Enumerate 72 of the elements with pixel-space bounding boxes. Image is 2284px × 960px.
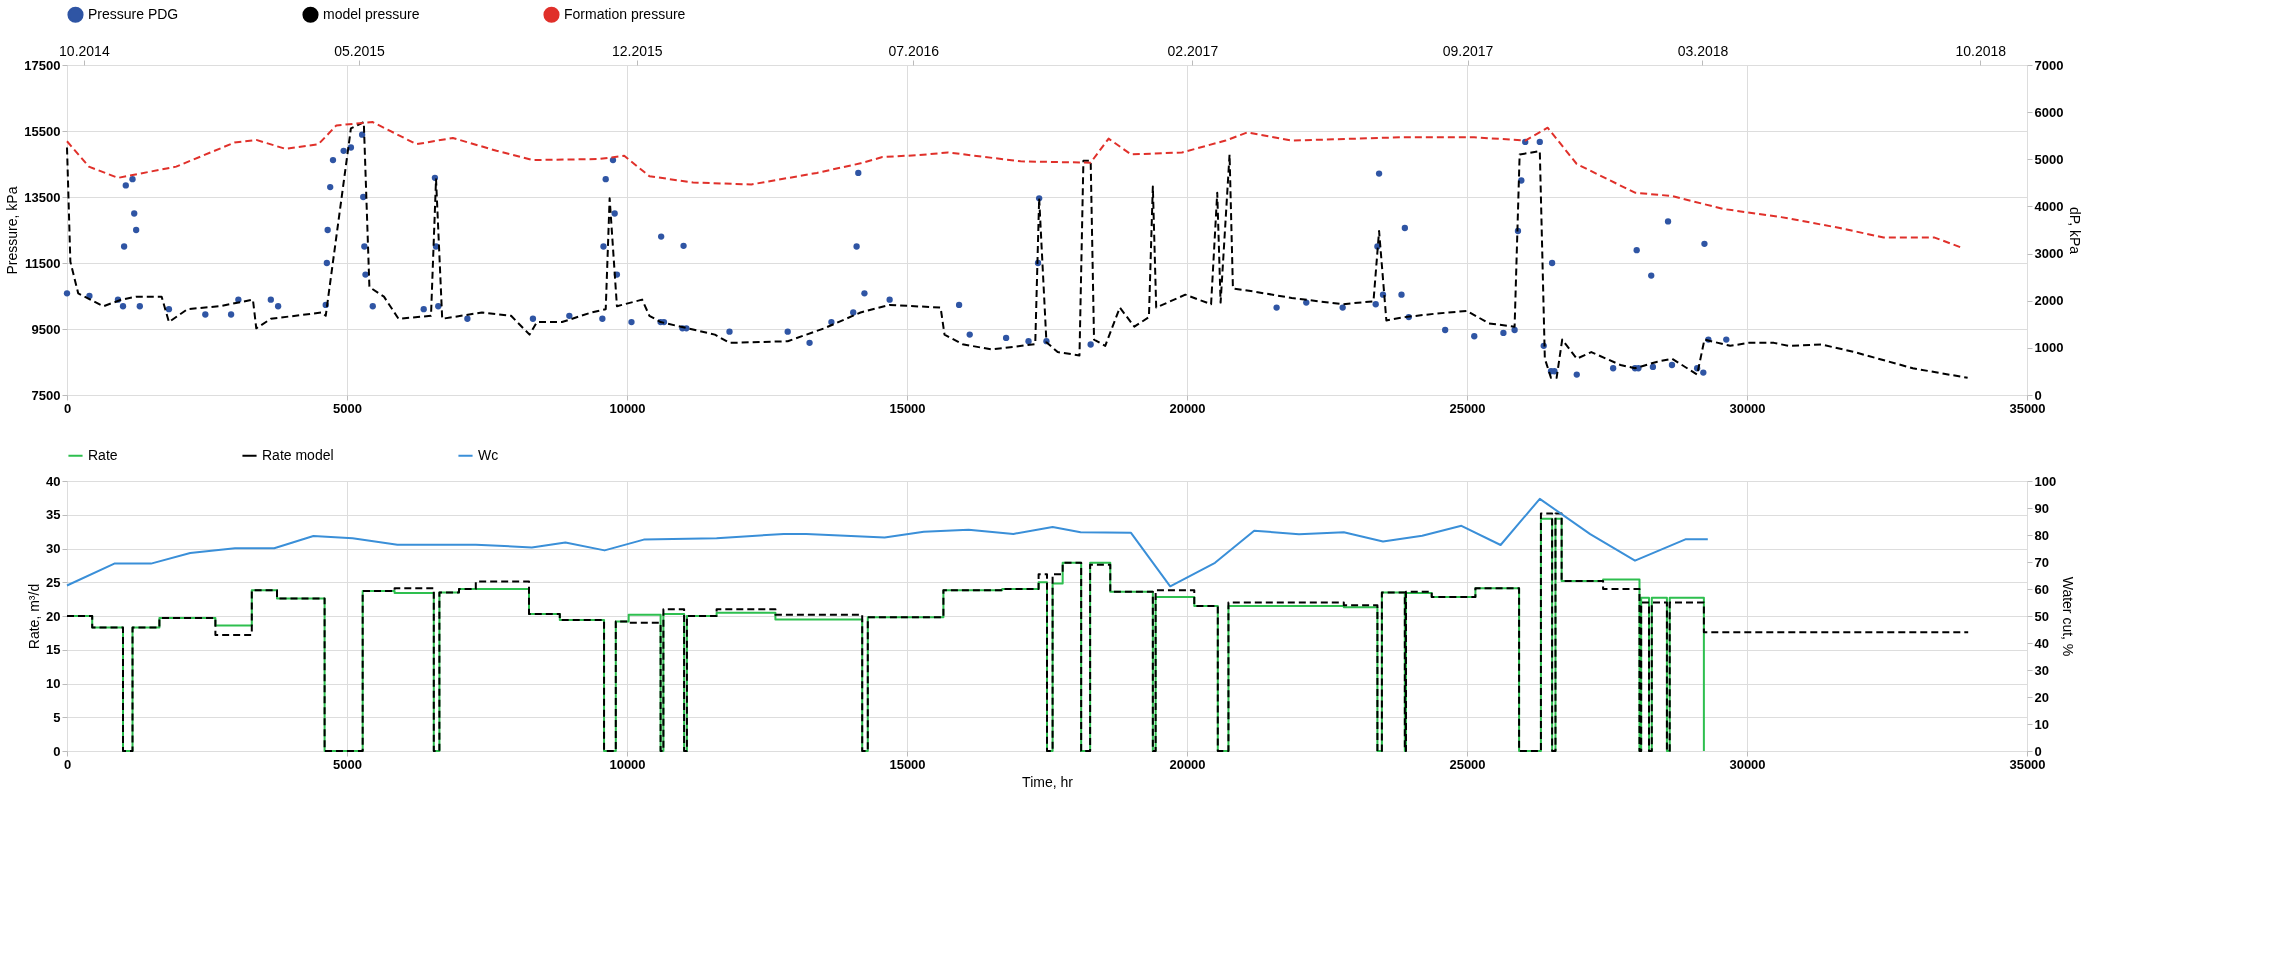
y-tick-label: 9500 (31, 321, 61, 337)
x-tick-label: 20000 (1169, 756, 1206, 772)
y2-tick-label: 4000 (2034, 198, 2064, 214)
legend-label: Rate (88, 446, 118, 463)
y2-tick-label: 80 (2034, 527, 2049, 543)
y2-tick-label: 100 (2034, 473, 2057, 489)
y-tick-label: 17500 (24, 57, 61, 73)
y-tick-label: 30 (46, 541, 61, 556)
y-tick-label: 15500 (24, 123, 61, 139)
x2-tick-label: 12.2015 (612, 42, 663, 59)
legend-label: Wc (478, 446, 499, 463)
legend-label: Rate model (262, 446, 334, 463)
y2-tick-label: 70 (2034, 554, 2049, 570)
y-tick-label: 40 (46, 473, 61, 489)
x-tick-label: 5000 (333, 756, 362, 772)
legend-label: Formation pressure (564, 5, 686, 22)
y2-tick-label: 30 (2034, 662, 2049, 678)
y2-tick-label: 6000 (2034, 104, 2064, 120)
y2-tick-label: 5000 (2034, 151, 2064, 167)
line-series (66, 121, 1969, 379)
x2-tick-label: 02.2017 (1167, 42, 1219, 59)
y-tick-label: 10 (46, 676, 61, 691)
x2-tick-label: 05.2015 (334, 42, 386, 59)
x-tick-label: 0 (63, 400, 72, 416)
x-tick-label: 25000 (1449, 756, 1486, 772)
x2-tick-label: 03.2018 (1677, 42, 1729, 59)
y-tick-label: 11500 (25, 255, 61, 271)
y-tick-label: 5 (53, 709, 61, 725)
line-series (66, 497, 1709, 588)
y-tick-label: 25 (46, 574, 61, 590)
y-axis-title: Pressure, kPa (4, 186, 21, 275)
y2-tick-label: 3000 (2034, 246, 2064, 262)
x-tick-label: 15000 (889, 756, 926, 772)
y-axis-title: Rate, m³/d (26, 583, 43, 650)
y2-tick-label: 60 (2034, 581, 2049, 597)
y2-tick-label: 40 (2034, 635, 2049, 651)
x-tick-label: 25000 (1449, 400, 1486, 416)
x-tick-label: 35000 (2009, 400, 2046, 416)
x-axis-title: Time, hr (1022, 773, 1074, 790)
y2-tick-label: 1000 (2034, 340, 2064, 356)
y-tick-label: 0 (53, 743, 61, 759)
y-tick-label: 13500 (24, 189, 61, 205)
x-tick-label: 0 (63, 756, 72, 772)
x-tick-label: 20000 (1169, 400, 1206, 416)
y2-axis-title: dP, kPa (2067, 206, 2084, 255)
x2-tick-label: 09.2017 (1442, 42, 1494, 59)
y2-tick-label: 10 (2034, 716, 2049, 732)
y2-tick-label: 90 (2034, 500, 2049, 516)
legend-label: Pressure PDG (88, 5, 179, 22)
x-tick-label: 5000 (333, 400, 362, 416)
y2-tick-label: 2000 (2034, 293, 2064, 309)
y-tick-label: 7500 (31, 387, 61, 403)
x-tick-label: 15000 (889, 400, 926, 416)
x2-tick-label: 07.2016 (888, 42, 940, 59)
x-tick-label: 35000 (2009, 756, 2046, 772)
y-tick-label: 20 (46, 608, 61, 624)
x-tick-label: 30000 (1729, 756, 1766, 772)
y2-tick-label: 50 (2034, 608, 2049, 624)
y-tick-label: 35 (46, 507, 61, 523)
y2-axis-title: Water cut, % (2060, 576, 2077, 657)
y-tick-label: 15 (46, 642, 61, 658)
x2-tick-label: 10.2014 (59, 42, 110, 59)
legend-label: model pressure (323, 5, 420, 22)
x2-tick-label: 10.2018 (1955, 42, 2007, 59)
line-series (66, 121, 1962, 249)
x-tick-label: 10000 (609, 756, 646, 772)
y2-tick-label: 20 (2034, 689, 2049, 705)
x-tick-label: 30000 (1729, 400, 1766, 416)
y2-tick-label: 0 (2034, 743, 2042, 759)
y2-tick-label: 0 (2034, 387, 2042, 403)
x-tick-label: 10000 (609, 400, 646, 416)
y2-tick-label: 7000 (2034, 57, 2064, 73)
